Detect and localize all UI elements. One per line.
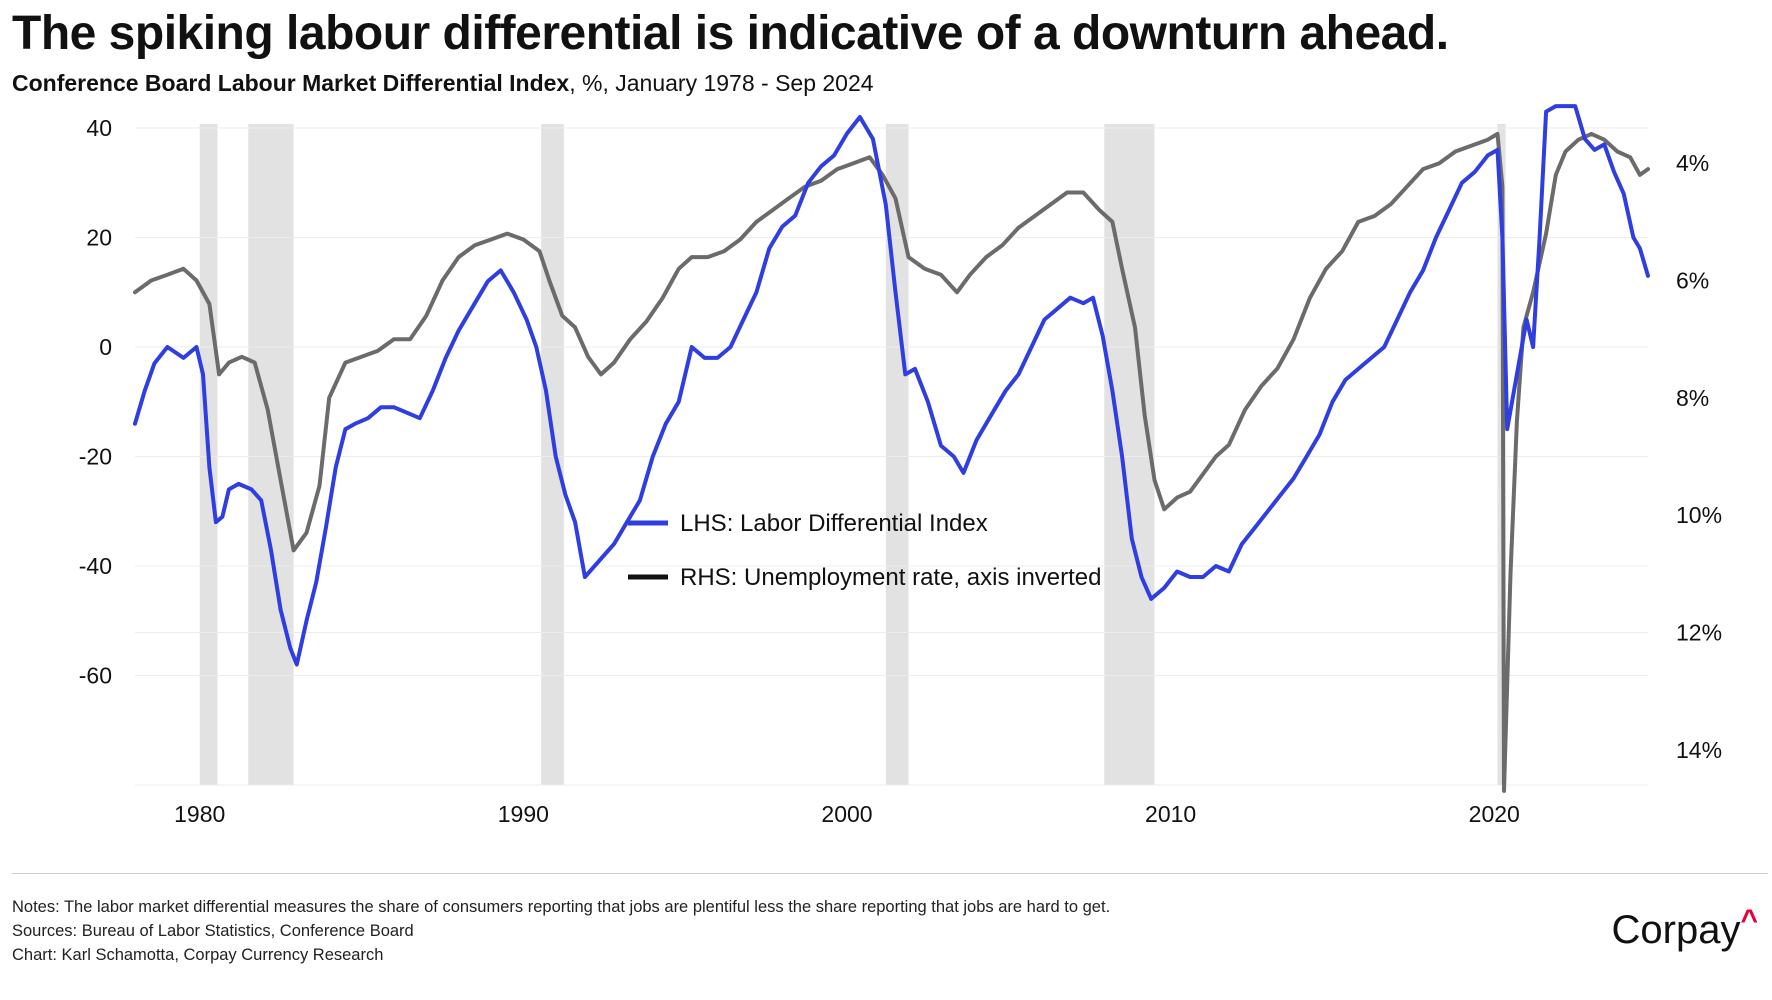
recession-band bbox=[1104, 124, 1155, 785]
left-axis: 40 20 0 -20 -40 -60 bbox=[79, 115, 112, 689]
x-tick-label: 2020 bbox=[1469, 801, 1520, 827]
recession-band bbox=[248, 124, 294, 785]
right-axis: 4% 6% 8% 10% 12% 14% bbox=[1676, 150, 1722, 763]
left-tick-label: 20 bbox=[86, 225, 112, 251]
right-tick-label: 14% bbox=[1676, 737, 1722, 763]
legend: LHS: Labor Differential Index RHS: Unemp… bbox=[628, 510, 1102, 591]
footer-notes: Notes: The labor market differential mea… bbox=[12, 895, 1110, 967]
right-tick-label: 8% bbox=[1676, 385, 1709, 411]
right-tick-label: 12% bbox=[1676, 619, 1722, 645]
x-tick-label: 1990 bbox=[498, 801, 549, 827]
series-lines bbox=[133, 104, 1650, 793]
chart-canvas: 40 20 0 -20 -40 -60 4% 6% 8% 10% 12% 14% 1980 1990 2… bbox=[79, 104, 1722, 827]
footer-divider bbox=[12, 873, 1768, 874]
chart-subtitle: Conference Board Labour Market Different… bbox=[12, 70, 874, 97]
corpay-logo: Corpay^ bbox=[1611, 904, 1758, 953]
sources-line: Sources: Bureau of Labor Statistics, Con… bbox=[12, 922, 414, 940]
x-tick-label: 2010 bbox=[1145, 801, 1196, 827]
x-tick-label: 2000 bbox=[821, 801, 872, 827]
legend-label-lhs: LHS: Labor Differential Index bbox=[680, 510, 988, 537]
right-tick-label: 10% bbox=[1676, 502, 1722, 528]
recession-band bbox=[885, 124, 909, 785]
gridlines bbox=[135, 127, 1648, 786]
right-tick-label: 6% bbox=[1676, 268, 1709, 294]
credit-line: Chart: Karl Schamotta, Corpay Currency R… bbox=[12, 946, 384, 964]
subtitle-rest: , %, January 1978 - Sep 2024 bbox=[569, 70, 874, 96]
chart-title: The spiking labour differential is indic… bbox=[12, 7, 1449, 60]
left-tick-label: 40 bbox=[86, 115, 112, 141]
x-tick-label: 1980 bbox=[174, 801, 225, 827]
left-tick-label: 0 bbox=[99, 334, 112, 360]
logo-text: Corpay bbox=[1611, 908, 1741, 952]
x-axis: 1980 1990 2000 2010 2020 bbox=[174, 801, 1520, 827]
series-line-lhs bbox=[133, 104, 1650, 667]
recession-band bbox=[541, 124, 564, 785]
left-tick-label: -60 bbox=[79, 663, 112, 689]
left-tick-label: -20 bbox=[79, 444, 112, 470]
legend-label-rhs: RHS: Unemployment rate, axis inverted bbox=[680, 564, 1102, 591]
left-tick-label: -40 bbox=[79, 553, 112, 579]
series-line-rhs bbox=[133, 131, 1650, 793]
logo-caret-icon: ^ bbox=[1740, 904, 1758, 937]
subtitle-lead: Conference Board Labour Market Different… bbox=[12, 70, 570, 96]
right-tick-label: 4% bbox=[1676, 150, 1709, 176]
notes-line: Notes: The labor market differential mea… bbox=[12, 898, 1111, 916]
